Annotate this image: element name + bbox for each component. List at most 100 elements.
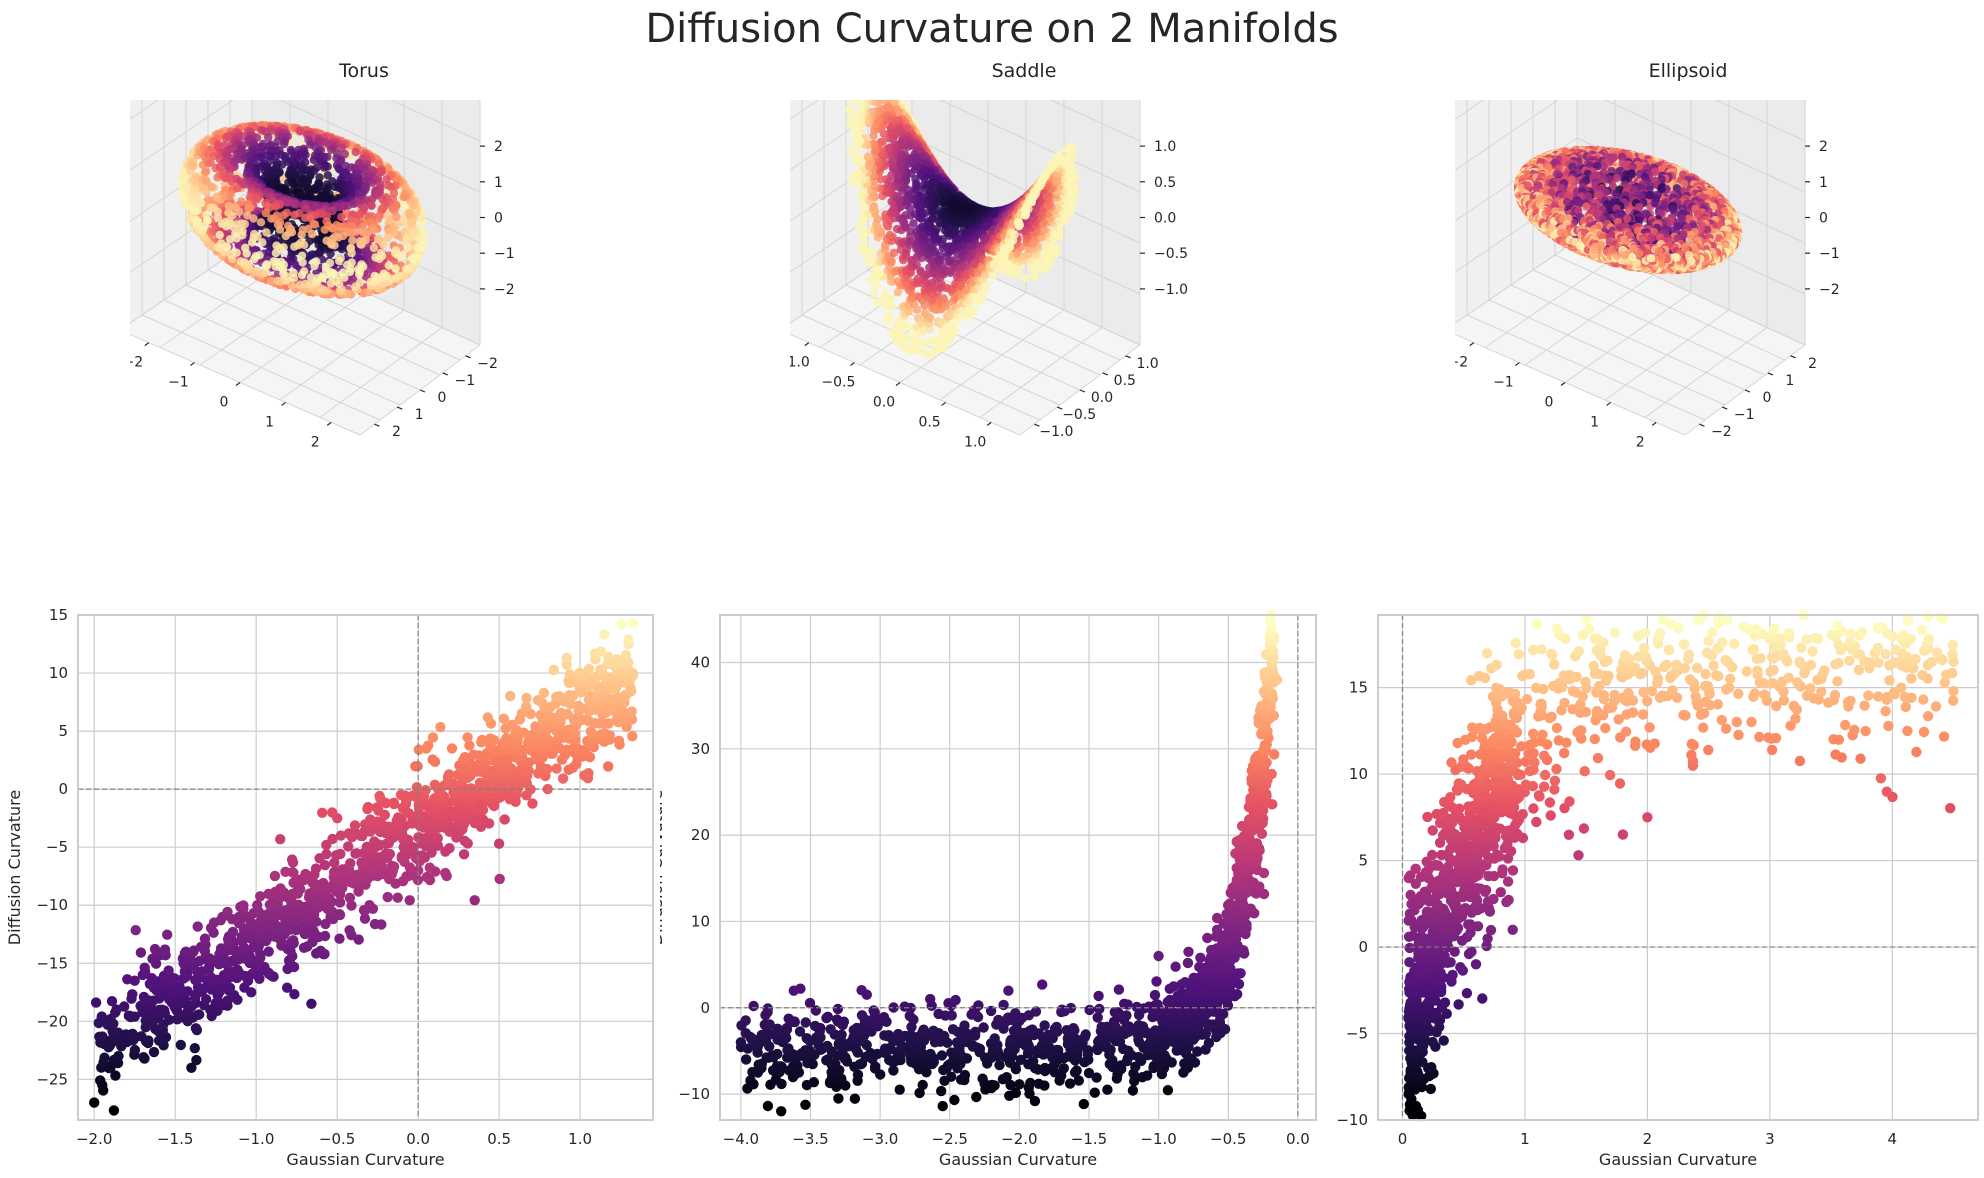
surface-point [413,243,422,252]
surface-point [256,218,266,227]
y-tick-label: −0.5 [1062,407,1096,423]
surface-point [308,250,317,259]
surface-point [215,230,224,240]
surface-point [189,162,198,171]
surface-point [355,210,364,219]
surface-point [211,222,220,231]
surface-point [901,211,910,220]
surface-point [200,233,209,242]
surface-point [197,199,206,208]
surface-point [846,146,855,155]
surface-point [918,209,927,219]
saddle-3d-plot: −1.0−0.50.00.51.01.00.50.0−0.5−1.01.00.5… [790,100,1188,450]
surface-point [917,338,926,347]
surface-point [232,248,241,257]
surface-point [383,233,393,242]
surface-point [974,283,983,292]
surface-point [889,248,899,257]
surface-point [275,225,285,234]
surface-point [1071,172,1080,181]
panel-title-saddle: Saddle [991,60,1057,82]
surface-point [866,246,876,256]
surface-point [371,253,380,262]
surface-point [988,271,997,280]
surface-point [301,150,310,160]
surface-point [856,108,865,117]
figure-title: Diffusion Curvature on 2 Manifolds [645,6,1339,52]
surface-point [323,162,332,171]
surface-point [325,190,334,199]
surface-point [367,201,376,210]
surface-point [275,218,285,227]
surface-point [355,278,365,287]
surface-point [901,333,911,342]
surface-point [301,279,310,289]
z-tick-label: −0.5 [1154,246,1188,262]
surface-point [370,271,379,281]
surface-point [969,306,978,316]
y-tick-label: 1 [415,407,424,423]
surface-point [323,171,332,180]
surface-point [258,238,267,247]
surface-point [391,264,400,273]
z-tick-label: −1 [494,246,515,262]
y-tick-label: 0.5 [1114,373,1136,389]
surface-point [884,312,893,321]
surface-point [1051,243,1061,252]
surface-point [202,167,211,176]
surface-point [845,104,854,113]
surface-point [237,197,246,206]
surface-point [402,264,411,274]
y-tick-label: 0 [438,390,447,406]
surface-point [981,284,991,294]
surface-point [226,190,235,199]
x-tick-label: 0.5 [918,414,940,430]
surface-point [400,271,409,280]
y-tick-label: 2 [392,424,401,440]
surface-point [272,211,282,220]
z-tick-label: −2 [494,282,515,298]
surface-point [391,246,401,255]
surface-point [351,147,360,157]
surface-point [289,268,298,277]
surface-point [368,178,377,187]
surface-point [255,251,264,260]
surface-point [408,253,417,263]
surface-point [869,289,879,298]
surface-point [357,260,366,269]
surface-point [403,243,413,252]
surface-point [920,184,930,193]
surface-point [296,127,305,136]
y-tick-label: 1.0 [1136,356,1158,372]
surface-point [251,267,260,276]
x-tick-label: −1 [168,375,189,391]
surface-point [980,270,990,279]
surface-point [261,208,270,218]
surface-point [355,237,365,246]
y-tick-label: 0.0 [1091,390,1113,406]
surface-point [851,152,860,162]
x-tick-label: 0.0 [873,395,895,411]
surface-point [893,287,903,297]
surface-point [402,235,411,244]
surface-points [178,121,428,299]
z-tick-label: 2 [494,139,503,155]
surface-point [207,182,216,191]
surface-point [919,326,928,335]
surface-point [846,114,856,124]
surface-point [384,261,393,270]
surface-point [892,325,902,334]
surface-point [1021,273,1030,282]
surface-point [887,159,896,168]
surface-point [408,201,417,210]
surface-point [880,289,890,298]
x-tick-label: 2 [311,434,320,450]
surface-point [240,219,249,229]
surface-point [905,322,914,332]
surface-point [315,173,324,182]
surface-point [328,206,337,216]
surface-point [912,260,921,269]
surface-point [244,260,253,270]
